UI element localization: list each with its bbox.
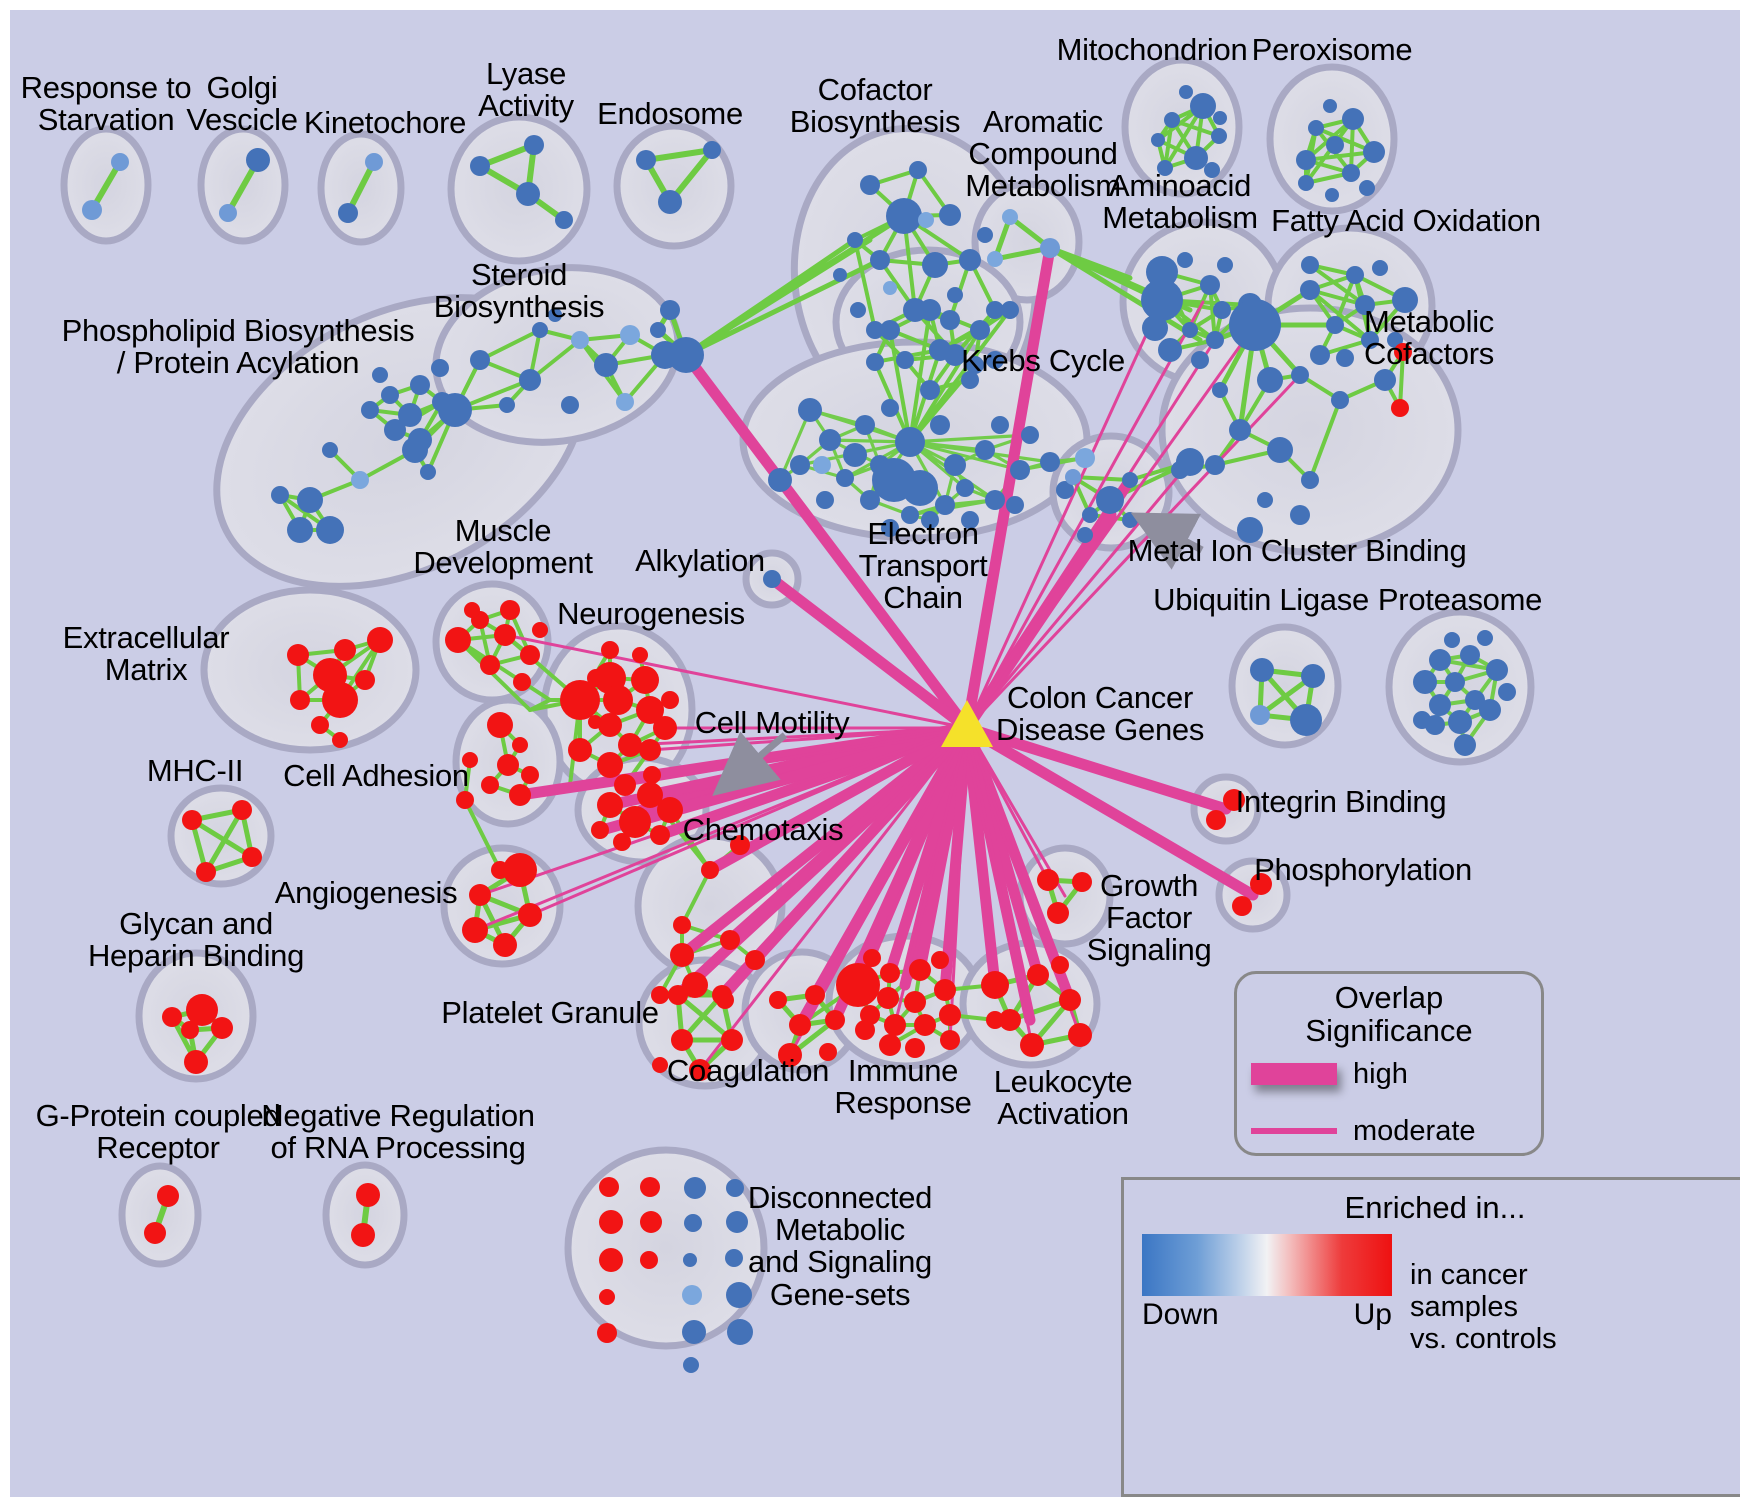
legend-swatch-high	[1251, 1063, 1337, 1086]
legend-overlap-significance: Overlap Significance high moderate	[1234, 971, 1544, 1156]
cluster-halo-disconnected	[564, 1146, 768, 1350]
nodes-blue	[82, 85, 1516, 756]
cluster-halo-aromatic-compound	[971, 180, 1083, 304]
hub-triangle-colon-cancer-disease-genes[interactable]	[941, 700, 993, 747]
cluster-halo-mitochondrion	[1121, 56, 1243, 198]
disconnected-nodes	[597, 1177, 753, 1373]
arrow-metal-ion-cluster-binding	[1130, 512, 1204, 570]
legend-label-moderate: moderate	[1353, 1114, 1476, 1147]
legend-swatch-moderate	[1251, 1128, 1337, 1135]
legend-overlap-row-high: high	[1251, 1058, 1527, 1091]
cluster-halo-metabolic-cofactors	[1158, 304, 1462, 556]
legend-enriched-title: Enriched in...	[1344, 1190, 1526, 1225]
legend-label-high: high	[1353, 1057, 1408, 1090]
enrichment-color-scale	[1142, 1234, 1392, 1296]
legend-overlap-row-moderate: moderate	[1251, 1115, 1527, 1148]
scale-label-down: Down	[1142, 1298, 1219, 1331]
cluster-halo-extracellular-matrix	[200, 586, 420, 754]
legend-overlap-title: Overlap Significance	[1305, 980, 1473, 1048]
legend-enriched-in: Enriched in... Down Up in cancer samples…	[1121, 1177, 1740, 1497]
legend-enriched-side-text: in cancer samples vs. controls	[1410, 1259, 1557, 1355]
arrow-cell-motility	[712, 731, 788, 796]
scale-label-up: Up	[1353, 1298, 1392, 1331]
mito-edges	[1156, 104, 1221, 170]
pointer-arrows	[712, 512, 1204, 796]
mhc-edges	[189, 807, 255, 875]
fao-edges	[1308, 263, 1407, 357]
network-svg	[60, 56, 1535, 1373]
nodes-red	[144, 343, 1412, 1247]
cluster-halo-ubiquitin-ligase	[1228, 623, 1342, 749]
ubiquitin-edges	[1257, 667, 1316, 723]
angiogenesis-edges	[472, 867, 533, 948]
network-canvas: Response to Starvation Golgi Vescicle Kine…	[10, 10, 1740, 1497]
